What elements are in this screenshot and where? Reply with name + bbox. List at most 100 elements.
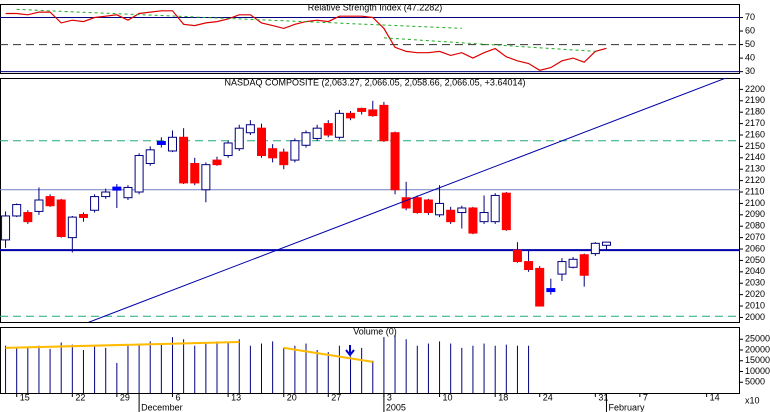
candle-body <box>167 136 177 152</box>
candle-body <box>546 288 556 293</box>
x-tick-label: 27 <box>331 392 341 402</box>
candle-body <box>301 132 311 146</box>
panel-frame <box>0 327 740 394</box>
candle-body <box>212 159 222 166</box>
panel-frame <box>0 4 740 74</box>
candle-body <box>490 194 500 223</box>
candle-body <box>268 148 278 159</box>
x-tick-label: 24 <box>543 392 553 402</box>
candle-body <box>190 163 200 184</box>
candle-body <box>401 197 411 209</box>
candle-body <box>78 213 88 218</box>
candle-body <box>601 241 611 246</box>
candle-body <box>234 127 244 150</box>
y-tick-label: 60 <box>745 25 755 35</box>
y-tick-label: 2190 <box>745 95 765 105</box>
candle-body <box>179 136 189 184</box>
y-tick-label: 50 <box>745 39 755 49</box>
candle-body <box>512 249 522 263</box>
candle-body <box>156 140 166 145</box>
candle-body <box>101 191 111 198</box>
month-label: 2005 <box>386 402 406 412</box>
candle-body <box>123 186 133 199</box>
candle-body <box>1 215 11 241</box>
x-tick-label: 13 <box>231 392 241 402</box>
candle-body <box>134 155 144 193</box>
y-tick-label: 2100 <box>745 198 765 208</box>
y-tick-label: 2040 <box>745 266 765 276</box>
candle-body <box>535 267 545 307</box>
candle-body <box>468 207 478 234</box>
y-tick-label: 15000 <box>745 355 770 365</box>
plot-area <box>0 8 740 73</box>
candle-body <box>368 109 378 117</box>
y-tick-label: 2180 <box>745 107 765 117</box>
y-tick-label: 2060 <box>745 243 765 253</box>
x-tick-label: 10 <box>443 392 453 402</box>
trend-line <box>383 37 596 52</box>
trend-line <box>5 341 240 349</box>
y-tick-label: 2090 <box>745 209 765 219</box>
x-tick-label: 14 <box>710 392 720 402</box>
candle-body <box>23 212 33 223</box>
month-label: December <box>141 402 183 412</box>
candle-body <box>34 199 44 212</box>
y-tick-label: 2000 <box>745 312 765 322</box>
candle-body <box>357 107 367 112</box>
plot-area <box>5 334 530 393</box>
y-tick-label: 2080 <box>745 221 765 231</box>
candle-body <box>457 207 467 214</box>
panel-title: Relative Strength Index (47.2282) <box>308 2 443 12</box>
candle-body <box>423 199 433 214</box>
y-tick-label: 25000 <box>745 334 770 344</box>
x-tick-label: 6 <box>175 392 180 402</box>
plot-area <box>0 78 740 322</box>
candle-body <box>67 216 77 239</box>
x-tick-label: 18 <box>498 392 508 402</box>
candle-body <box>390 132 400 191</box>
y-tick-label: 2110 <box>745 186 764 196</box>
candle-body <box>290 140 300 161</box>
candle-body <box>446 209 456 223</box>
candle-body <box>112 186 122 191</box>
x-tick-label: 15 <box>20 392 30 402</box>
candle-body <box>12 204 22 217</box>
arrow-annotation <box>345 345 355 357</box>
candle-body <box>557 261 567 275</box>
x-tick-label: 31 <box>598 392 608 402</box>
trend-line <box>283 346 373 363</box>
candle-body <box>590 242 600 255</box>
candle-body <box>323 123 333 136</box>
candle-body <box>90 196 100 211</box>
candle-body <box>145 149 155 165</box>
y-tick-label: 2020 <box>745 289 765 299</box>
month-label: February <box>608 402 645 412</box>
y-tick-label: 5000 <box>745 377 765 387</box>
x-tick-label: 29 <box>120 392 130 402</box>
y-tick-label: 2140 <box>745 152 765 162</box>
candle-body <box>245 124 255 134</box>
panel-frame <box>0 78 740 323</box>
y-tick-label: 10000 <box>745 366 770 376</box>
trend-line <box>88 78 728 322</box>
candle-body <box>412 197 422 214</box>
y-tick-label: 2130 <box>745 164 765 174</box>
candle-body <box>479 212 489 223</box>
candle-body <box>568 258 578 268</box>
candle-body <box>346 112 356 119</box>
candle-body <box>223 142 233 157</box>
x-tick-label: 22 <box>75 392 85 402</box>
candle-body <box>201 164 211 191</box>
candle-body <box>45 196 55 207</box>
y-tick-label: 2160 <box>745 129 765 139</box>
y-tick-label: 2150 <box>745 141 765 151</box>
y-tick-label: 2050 <box>745 255 765 265</box>
candle-body <box>501 192 511 231</box>
y-tick-label: 2010 <box>745 300 765 310</box>
candle-body <box>312 127 322 139</box>
candle-body <box>435 202 445 216</box>
y-tick-label: 2200 <box>745 84 765 94</box>
y-tick-label: 40 <box>745 52 755 62</box>
